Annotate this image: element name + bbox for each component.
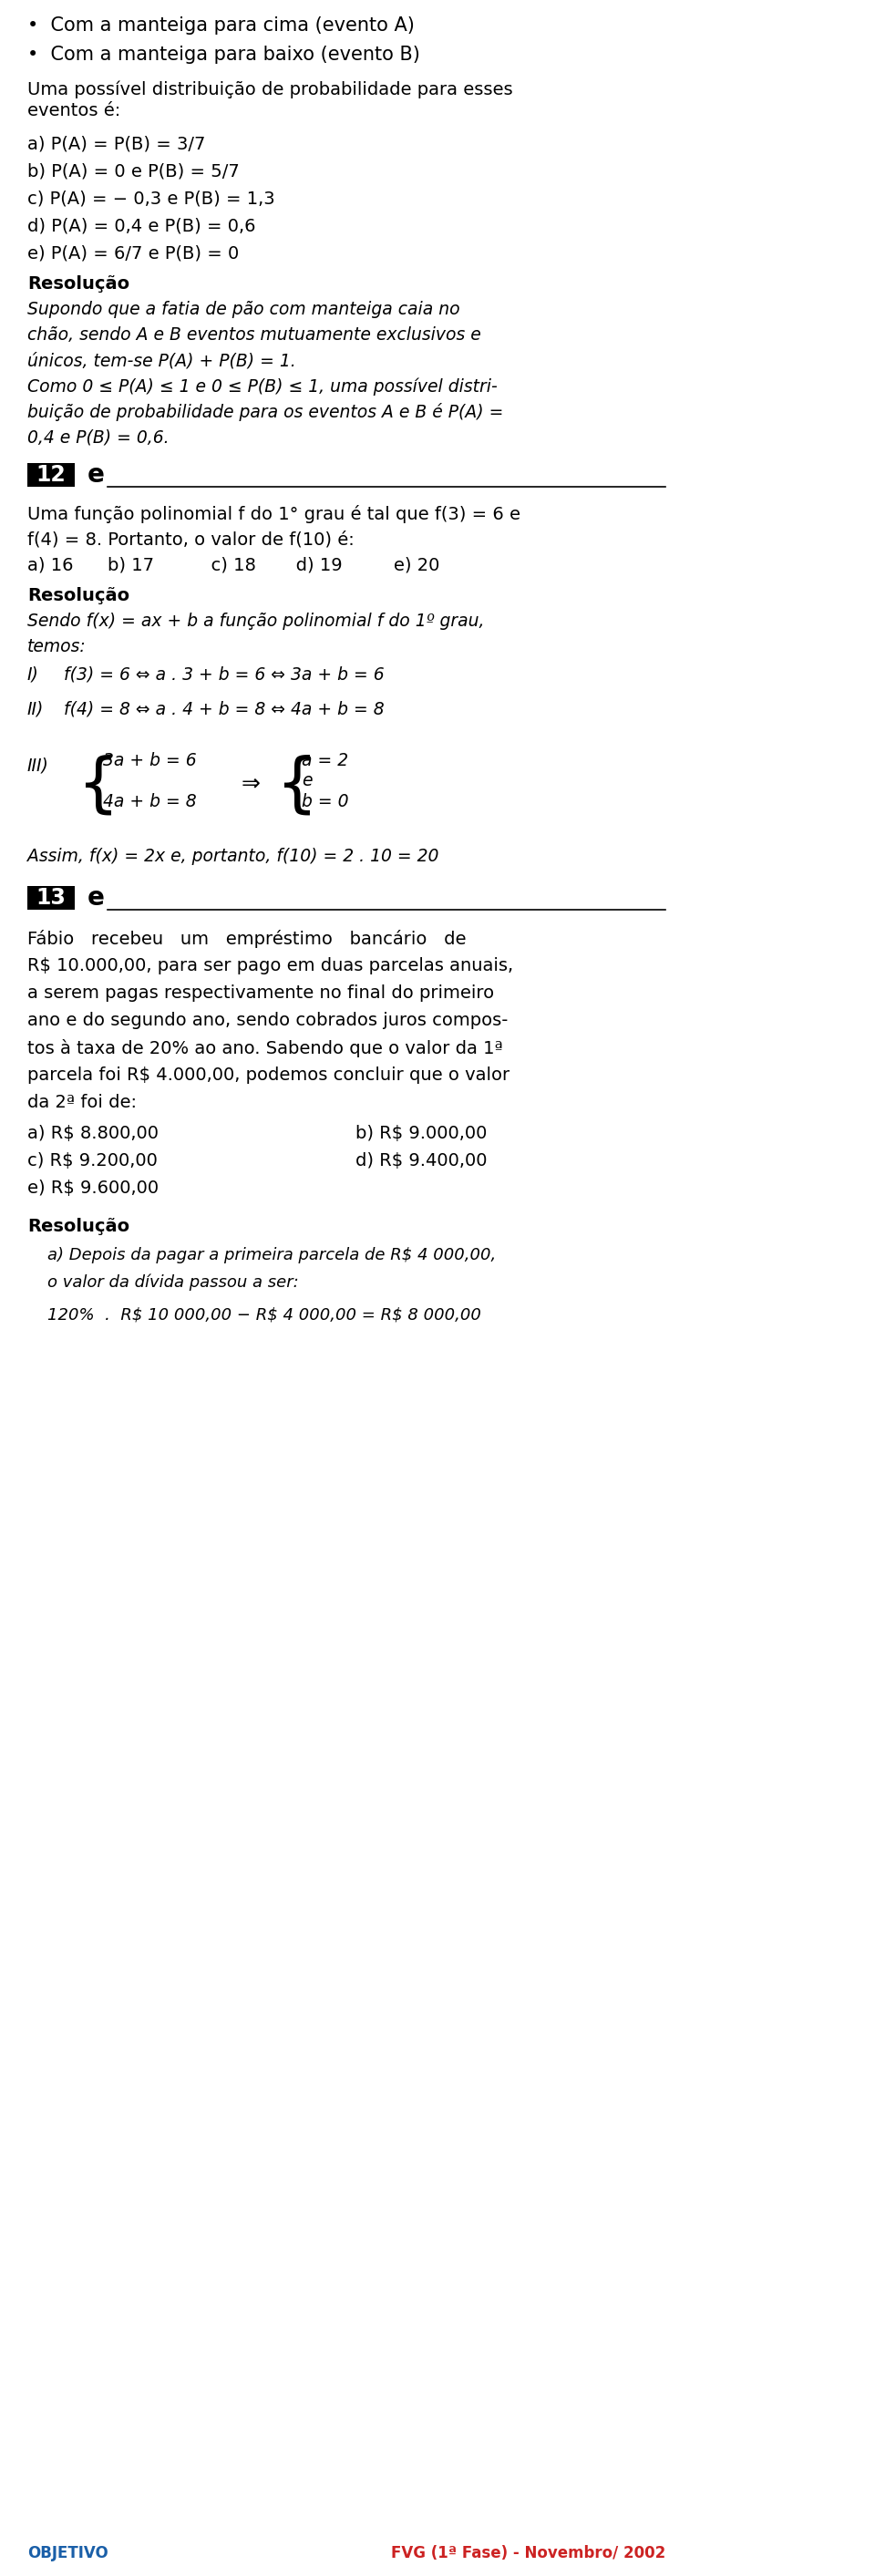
Text: R$ 10.000,00, para ser pago em duas parcelas anuais,: R$ 10.000,00, para ser pago em duas parc… (27, 958, 514, 974)
Text: 3a + b = 6: 3a + b = 6 (103, 752, 197, 770)
Text: temos:: temos: (27, 639, 87, 654)
Text: b = 0: b = 0 (302, 793, 348, 811)
Text: Como 0 ≤ P(A) ≤ 1 e 0 ≤ P(B) ≤ 1, uma possível distri-: Como 0 ≤ P(A) ≤ 1 e 0 ≤ P(B) ≤ 1, uma po… (27, 376, 497, 394)
Text: Uma possível distribuição de probabilidade para esses: Uma possível distribuição de probabilida… (27, 80, 513, 98)
Text: •  Com a manteiga para cima (evento A): • Com a manteiga para cima (evento A) (27, 15, 415, 33)
Text: a serem pagas respectivamente no final do primeiro: a serem pagas respectivamente no final d… (27, 984, 494, 1002)
Text: Resolução: Resolução (27, 587, 130, 605)
Text: FVG (1ª Fase) - Novembro/ 2002: FVG (1ª Fase) - Novembro/ 2002 (391, 2545, 665, 2561)
Text: b) R$ 9.000,00: b) R$ 9.000,00 (355, 1126, 487, 1141)
Text: Supondo que a fatia de pão com manteiga caia no: Supondo que a fatia de pão com manteiga … (27, 301, 460, 317)
Text: Uma função polinomial f do 1° grau é tal que f(3) = 6 e: Uma função polinomial f do 1° grau é tal… (27, 505, 521, 523)
Text: e: e (88, 886, 105, 912)
Text: parcela foi R$ 4.000,00, podemos concluir que o valor: parcela foi R$ 4.000,00, podemos conclui… (27, 1066, 509, 1084)
Text: f(4) = 8. Portanto, o valor de f(10) é:: f(4) = 8. Portanto, o valor de f(10) é: (27, 531, 354, 549)
Text: 120%  .  R$ 10 000,00 − R$ 4 000,00 = R$ 8 000,00: 120% . R$ 10 000,00 − R$ 4 000,00 = R$ 8… (47, 1306, 481, 1324)
Text: c) R$ 9.200,00: c) R$ 9.200,00 (27, 1151, 158, 1170)
Text: d) R$ 9.400,00: d) R$ 9.400,00 (355, 1151, 487, 1170)
Text: Sendo f(x) = ax + b a função polinomial f do 1º grau,: Sendo f(x) = ax + b a função polinomial … (27, 613, 485, 631)
Text: a) P(A) = P(B) = 3/7: a) P(A) = P(B) = 3/7 (27, 134, 206, 152)
Text: e) R$ 9.600,00: e) R$ 9.600,00 (27, 1180, 158, 1198)
Text: c) P(A) = − 0,3 e P(B) = 1,3: c) P(A) = − 0,3 e P(B) = 1,3 (27, 191, 275, 206)
Text: a) 16      b) 17          c) 18       d) 19         e) 20: a) 16 b) 17 c) 18 d) 19 e) 20 (27, 556, 439, 574)
Text: II): II) (27, 701, 44, 716)
Text: eventos é:: eventos é: (27, 103, 121, 118)
Text: I): I) (27, 665, 39, 683)
Text: f(4) = 8 ⇔ a . 4 + b = 8 ⇔ 4a + b = 8: f(4) = 8 ⇔ a . 4 + b = 8 ⇔ 4a + b = 8 (64, 701, 384, 716)
Text: buição de probabilidade para os eventos A e B é P(A) =: buição de probabilidade para os eventos … (27, 402, 503, 420)
Text: únicos, tem-se P(A) + P(B) = 1.: únicos, tem-se P(A) + P(B) = 1. (27, 353, 296, 368)
Text: chão, sendo A e B eventos mutuamente exclusivos e: chão, sendo A e B eventos mutuamente exc… (27, 327, 481, 343)
Text: a) R$ 8.800,00: a) R$ 8.800,00 (27, 1126, 158, 1141)
Text: OBJETIVO: OBJETIVO (27, 2545, 108, 2561)
Text: III): III) (27, 757, 49, 773)
Bar (27, 886, 74, 909)
Text: 0,4 e P(B) = 0,6.: 0,4 e P(B) = 0,6. (27, 428, 169, 446)
Text: Fábio   recebeu   um   empréstimo   bancário   de: Fábio recebeu um empréstimo bancário de (27, 930, 466, 948)
Text: f(3) = 6 ⇔ a . 3 + b = 6 ⇔ 3a + b = 6: f(3) = 6 ⇔ a . 3 + b = 6 ⇔ 3a + b = 6 (64, 665, 384, 683)
Text: ⇒: ⇒ (242, 773, 261, 793)
Text: 4a + b = 8: 4a + b = 8 (103, 793, 197, 811)
Text: tos à taxa de 20% ao ano. Sabendo que o valor da 1ª: tos à taxa de 20% ao ano. Sabendo que o … (27, 1038, 503, 1056)
Text: a = 2: a = 2 (302, 752, 348, 770)
Text: {: { (276, 755, 318, 817)
Text: 13: 13 (36, 886, 66, 909)
Text: Resolução: Resolução (27, 276, 130, 294)
Text: a) Depois da pagar a primeira parcela de R$ 4 000,00,: a) Depois da pagar a primeira parcela de… (47, 1247, 496, 1262)
Text: e) P(A) = 6/7 e P(B) = 0: e) P(A) = 6/7 e P(B) = 0 (27, 245, 239, 263)
Bar (27, 464, 74, 487)
Text: 12: 12 (36, 464, 66, 487)
Text: da 2ª foi de:: da 2ª foi de: (27, 1095, 136, 1110)
Text: Resolução: Resolução (27, 1218, 130, 1234)
Text: e: e (302, 773, 312, 788)
Text: e: e (88, 461, 105, 487)
Text: •  Com a manteiga para baixo (evento B): • Com a manteiga para baixo (evento B) (27, 46, 420, 64)
Text: {: { (78, 755, 119, 817)
Text: ano e do segundo ano, sendo cobrados juros compos-: ano e do segundo ano, sendo cobrados jur… (27, 1012, 508, 1030)
Text: b) P(A) = 0 e P(B) = 5/7: b) P(A) = 0 e P(B) = 5/7 (27, 162, 240, 180)
Text: o valor da dívida passou a ser:: o valor da dívida passou a ser: (47, 1275, 298, 1291)
Text: d) P(A) = 0,4 e P(B) = 0,6: d) P(A) = 0,4 e P(B) = 0,6 (27, 216, 256, 234)
Text: Assim, f(x) = 2x e, portanto, f(10) = 2 . 10 = 20: Assim, f(x) = 2x e, portanto, f(10) = 2 … (27, 848, 438, 866)
